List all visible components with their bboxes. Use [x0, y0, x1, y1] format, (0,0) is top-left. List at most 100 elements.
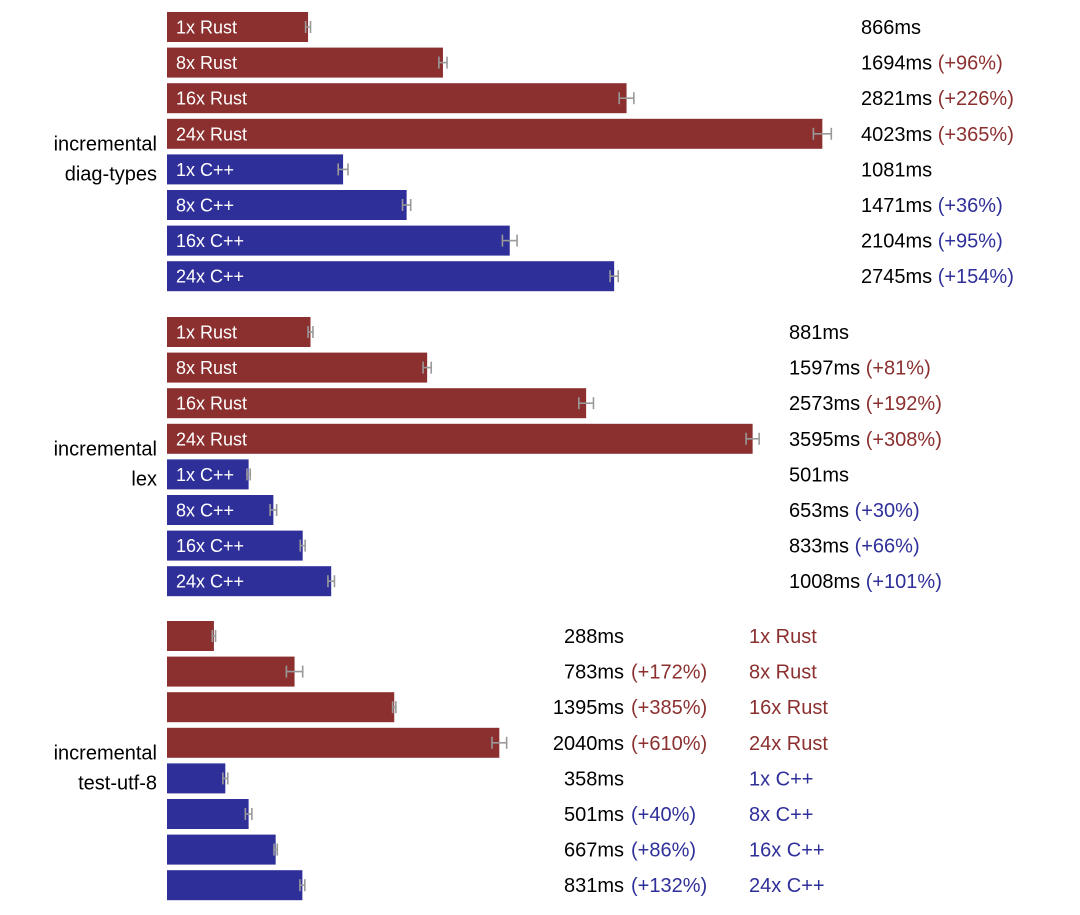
group-label-line-1: incremental	[54, 742, 157, 764]
bar	[167, 727, 500, 758]
value-text: 1694ms	[861, 53, 932, 75]
bar-label: 8x Rust	[176, 358, 237, 378]
value-text: 653ms	[789, 500, 849, 522]
bar-label: 16x C++	[176, 536, 244, 556]
bar	[167, 83, 627, 114]
bar	[167, 261, 615, 292]
bar	[167, 47, 443, 78]
delta-text: (+96%)	[932, 53, 1003, 75]
series-label: 16x Rust	[749, 697, 828, 719]
bar	[167, 388, 587, 419]
value-text: 3595ms	[789, 429, 860, 451]
bar	[167, 834, 276, 865]
value-label: 1471ms (+36%)	[861, 195, 1003, 217]
delta-text: (+226%)	[932, 88, 1014, 110]
bar-label: 8x C++	[176, 196, 234, 216]
value-label: 1694ms (+96%)	[861, 53, 1003, 75]
value-text: 1597ms	[789, 358, 860, 380]
bar-label: 24x C++	[176, 572, 244, 592]
series-label: 24x Rust	[749, 733, 828, 755]
group-label-line-2: lex	[131, 468, 157, 490]
value-text: 881ms	[789, 322, 849, 344]
value-text: 833ms	[789, 536, 849, 558]
bar	[167, 317, 311, 347]
value-text: 501ms	[789, 464, 849, 486]
value-label: 833ms (+66%)	[789, 536, 920, 558]
series-label: 1x Rust	[749, 626, 817, 648]
value-text: 2821ms	[861, 88, 932, 110]
bar-label: 24x C++	[176, 267, 244, 287]
value-text: 1471ms	[861, 195, 932, 217]
delta-text: (+81%)	[860, 358, 931, 380]
value-label: 881ms	[789, 322, 849, 344]
bar-label: 16x C++	[176, 231, 244, 251]
delta-text: (+66%)	[849, 536, 920, 558]
value-text: 2040ms	[553, 733, 624, 755]
bar	[167, 225, 510, 256]
value-label: 3595ms (+308%)	[789, 429, 942, 451]
bar-label: 1x Rust	[176, 18, 237, 38]
value-text: 866ms	[861, 17, 921, 39]
delta-text: (+308%)	[860, 429, 942, 451]
series-label: 24x C++	[749, 875, 825, 897]
value-text: 2573ms	[789, 393, 860, 415]
value-text: 501ms	[564, 804, 624, 826]
value-label: 1597ms (+81%)	[789, 358, 931, 380]
value-text: 2745ms	[861, 266, 932, 288]
delta-text: (+192%)	[860, 393, 942, 415]
value-text: 288ms	[564, 626, 624, 648]
bar-label: 24x Rust	[176, 429, 247, 449]
delta-text: (+36%)	[932, 195, 1003, 217]
bar	[167, 530, 303, 561]
series-label: 8x Rust	[749, 662, 817, 684]
value-text: 783ms	[564, 662, 624, 684]
bar	[167, 799, 249, 829]
bar-label: 1x C++	[176, 160, 234, 180]
bar-label: 16x Rust	[176, 89, 247, 109]
bar	[167, 459, 249, 490]
bar-label: 16x Rust	[176, 394, 247, 414]
value-text: 2104ms	[861, 231, 932, 253]
bar-label: 1x Rust	[176, 323, 237, 343]
bar-label: 24x Rust	[176, 124, 247, 144]
delta-text: (+40%)	[631, 804, 696, 826]
delta-text: (+101%)	[860, 571, 942, 593]
delta-text: (+30%)	[849, 500, 920, 522]
bar	[167, 352, 428, 383]
bar	[167, 154, 344, 185]
bar-label: 8x C++	[176, 501, 234, 521]
series-label: 8x C++	[749, 804, 813, 826]
bar	[167, 692, 395, 723]
value-label: 2821ms (+226%)	[861, 88, 1014, 110]
group-label-line-2: diag-types	[65, 163, 157, 185]
value-label: 2104ms (+95%)	[861, 231, 1003, 253]
delta-text: (+86%)	[631, 840, 696, 862]
series-label: 16x C++	[749, 840, 825, 862]
delta-text: (+95%)	[932, 231, 1003, 253]
value-label: 653ms (+30%)	[789, 500, 920, 522]
group-label-line-1: incremental	[54, 133, 157, 155]
bar	[167, 870, 303, 901]
value-text: 831ms	[564, 875, 624, 897]
bar	[167, 423, 753, 454]
delta-text: (+132%)	[631, 875, 707, 897]
bar	[167, 190, 407, 220]
value-label: 4023ms (+365%)	[861, 124, 1014, 146]
delta-text: (+172%)	[631, 662, 707, 684]
group-label-line-2: test-utf-8	[78, 772, 157, 794]
group-label-line-1: incremental	[54, 438, 157, 460]
series-label: 1x C++	[749, 768, 813, 790]
value-text: 358ms	[564, 768, 624, 790]
delta-text: (+610%)	[631, 733, 707, 755]
value-label: 501ms	[789, 464, 849, 486]
delta-text: (+365%)	[932, 124, 1014, 146]
value-text: 667ms	[564, 840, 624, 862]
value-text: 1395ms	[553, 697, 624, 719]
bar	[167, 118, 823, 149]
bar	[167, 763, 226, 794]
value-text: 1081ms	[861, 159, 932, 181]
value-label: 866ms	[861, 17, 921, 39]
delta-text: (+385%)	[631, 697, 707, 719]
value-label: 2745ms (+154%)	[861, 266, 1014, 288]
